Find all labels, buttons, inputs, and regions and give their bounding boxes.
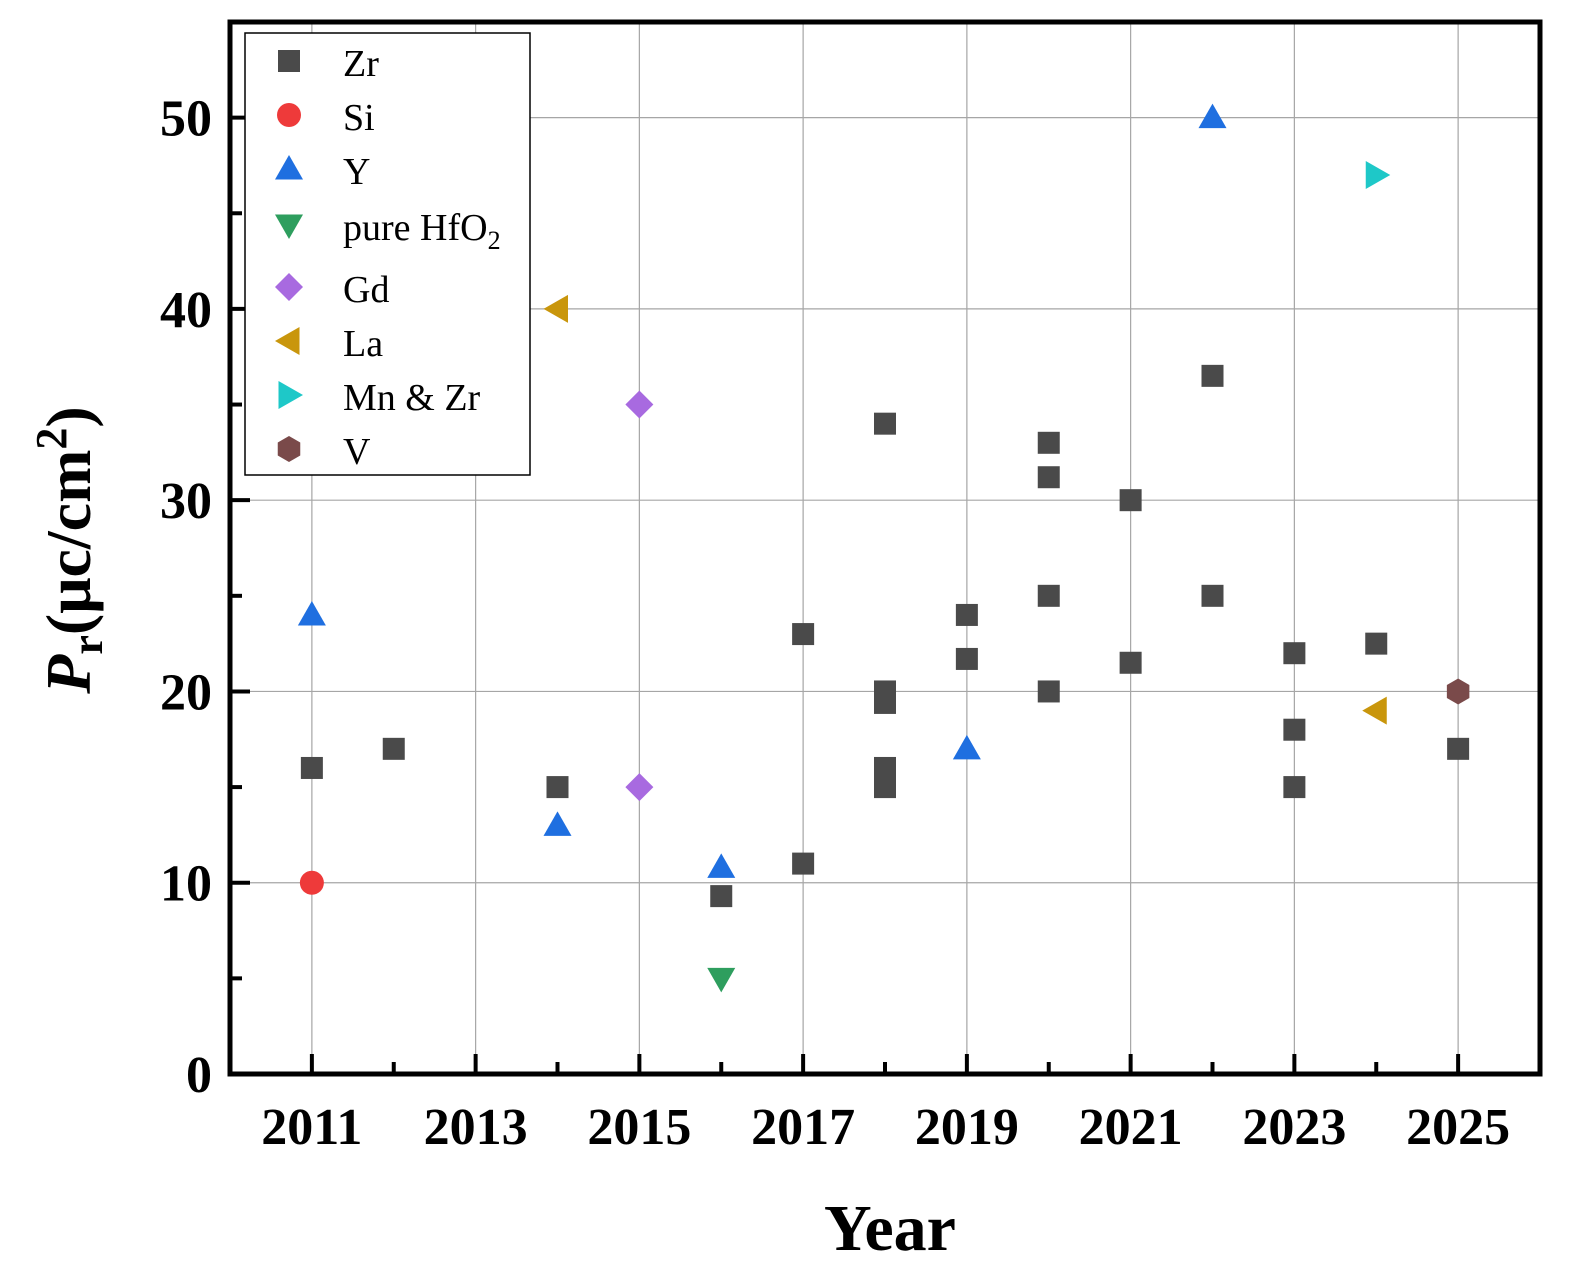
data-point-zr xyxy=(874,412,896,435)
data-point-y xyxy=(952,734,981,760)
legend-marker-gd xyxy=(275,273,303,301)
y-axis-title: Pr(μc/cm2) xyxy=(27,406,112,694)
data-point-zr xyxy=(955,647,978,670)
y-tick-label: 50 xyxy=(160,91,212,148)
data-point-zr xyxy=(1037,584,1060,607)
data-points xyxy=(297,103,1470,993)
legend-label-si: Si xyxy=(343,97,375,139)
data-point-si xyxy=(299,870,324,895)
y-axis-close-paren: ) xyxy=(33,406,104,427)
x-tick-label: 2019 xyxy=(915,1099,1019,1156)
y-axis-superscript: 2 xyxy=(27,428,76,450)
legend-marker-mn-zr xyxy=(278,381,303,409)
legend-label-mn-zr: Mn & Zr xyxy=(343,377,481,419)
y-axis-symbol: P xyxy=(33,654,104,695)
data-point-zr xyxy=(1037,431,1060,454)
data-point-mn-zr xyxy=(1365,161,1391,190)
data-point-la xyxy=(543,294,568,323)
data-point-zr xyxy=(1365,632,1388,655)
x-tick-label: 2017 xyxy=(751,1099,855,1156)
y-axis-subscript: r xyxy=(63,635,112,655)
x-tick-label: 2015 xyxy=(587,1099,691,1156)
x-tick-label: 2023 xyxy=(1242,1099,1346,1156)
data-point-y xyxy=(707,853,736,878)
legend-marker-v xyxy=(277,436,301,462)
data-point-zr xyxy=(874,776,896,799)
svg-text:Pr(μc/cm2): Pr(μc/cm2) xyxy=(27,406,112,694)
x-axis-title: Year xyxy=(824,1192,956,1265)
data-point-zr xyxy=(1037,466,1060,489)
data-point-gd xyxy=(625,773,654,802)
data-point-zr xyxy=(1447,737,1470,760)
plot-frame xyxy=(227,19,1543,1077)
y-tick-labels: 0 10 20 30 40 50 xyxy=(160,91,212,1104)
data-point-zr xyxy=(874,756,896,779)
data-point-zr xyxy=(1283,718,1306,741)
data-point-zr xyxy=(874,691,896,714)
data-point-zr xyxy=(792,623,815,646)
data-point-y xyxy=(543,811,572,836)
y-tick-label: 30 xyxy=(160,473,212,530)
y-tick-label: 20 xyxy=(160,664,212,721)
legend-label-subscript: 2 xyxy=(488,226,501,255)
data-point-zr xyxy=(955,603,978,626)
x-tick-label: 2021 xyxy=(1079,1099,1183,1156)
legend-label-la: La xyxy=(343,323,383,365)
data-point-zr xyxy=(546,776,569,799)
data-point-gd xyxy=(625,390,654,419)
x-tick-label: 2013 xyxy=(424,1099,528,1156)
legend-marker-pure-hfo xyxy=(275,214,303,239)
data-point-v xyxy=(1446,678,1470,705)
legend-marker-si xyxy=(277,103,301,127)
data-point-y xyxy=(1198,103,1227,129)
data-point-zr xyxy=(300,756,323,779)
legend-label-gd: Gd xyxy=(343,269,389,311)
x-tick-label: 2025 xyxy=(1406,1099,1510,1156)
y-tick-label: 40 xyxy=(160,282,212,339)
data-point-zr xyxy=(1037,680,1060,703)
data-point-zr xyxy=(1201,584,1224,607)
data-point-pure-hfo xyxy=(707,967,736,993)
legend-label-v: V xyxy=(343,431,371,473)
data-point-zr xyxy=(1119,651,1142,674)
legend-marker-y xyxy=(275,155,303,180)
legend-label-pure-hfo: pure HfO2 xyxy=(343,207,501,255)
x-tick-label: 2011 xyxy=(261,1099,362,1156)
legend-marker-la xyxy=(275,327,300,355)
data-point-zr xyxy=(1283,776,1306,799)
data-point-zr xyxy=(710,885,733,908)
data-point-zr xyxy=(1119,489,1142,512)
legend-label-zr: Zr xyxy=(343,43,379,85)
legend-marker-zr xyxy=(278,50,300,72)
legend-label-y: Y xyxy=(343,151,370,193)
data-point-zr xyxy=(382,737,405,760)
y-tick-label: 10 xyxy=(160,856,212,913)
data-point-y xyxy=(297,600,326,626)
x-tick-labels: 2011 2013 2015 2017 2019 2021 2023 2025 xyxy=(261,1099,1510,1156)
y-axis-unit: (μc/cm xyxy=(33,450,104,636)
data-point-zr xyxy=(1201,364,1224,387)
data-point-la xyxy=(1362,696,1387,725)
y-tick-label: 0 xyxy=(186,1047,212,1104)
data-point-zr xyxy=(792,852,815,875)
data-point-zr xyxy=(1283,642,1306,665)
